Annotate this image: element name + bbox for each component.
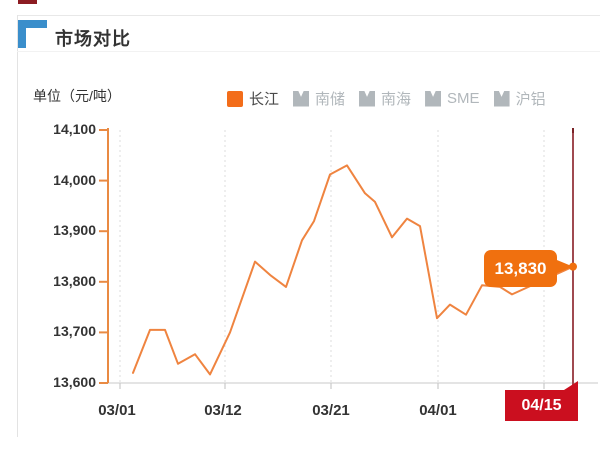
- top-edge-artifact: [18, 0, 37, 4]
- corner-bracket-icon: [18, 20, 26, 48]
- legend-bookmark-icon: [293, 90, 310, 107]
- corner-bracket-icon: [18, 20, 47, 28]
- current-date-marker: 04/15: [505, 381, 578, 421]
- x-axis-tick-label: 03/12: [204, 402, 242, 419]
- legend-item-changjiang[interactable]: 长江: [227, 88, 279, 109]
- y-axis-tick-label: 13,600: [53, 374, 96, 390]
- card-top-border: [17, 15, 600, 16]
- legend-swatch-orange-icon: [227, 90, 243, 107]
- y-axis-tick-label: 14,000: [53, 172, 96, 188]
- legend-item-nanhai[interactable]: 南海: [359, 88, 411, 109]
- y-axis-tick-label: 13,900: [53, 222, 96, 238]
- page-title: 市场对比: [55, 29, 131, 49]
- legend-label: 沪铝: [515, 91, 546, 108]
- legend-label: SME: [447, 90, 480, 107]
- y-axis-tick-label: 13,800: [53, 273, 96, 289]
- legend-item-sme[interactable]: SME: [425, 90, 480, 107]
- card-left-border: [17, 15, 18, 437]
- series-legend: 长江 南储 南海 SME 沪铝: [227, 88, 546, 109]
- legend-label: 南海: [381, 91, 412, 108]
- legend-bookmark-icon: [359, 90, 376, 107]
- unit-label: 单位（元/吨）: [33, 88, 121, 104]
- y-axis-tick-label: 13,700: [53, 323, 96, 339]
- legend-item-hulv[interactable]: 沪铝: [493, 88, 546, 109]
- legend-bookmark-icon: [493, 90, 510, 107]
- legend-label: 南储: [315, 91, 346, 108]
- x-axis-tick-label: 04/01: [419, 402, 457, 419]
- header-separator: [17, 51, 600, 52]
- x-axis-tick-label: 03/01: [98, 402, 136, 419]
- legend-item-nanchu[interactable]: 南储: [293, 88, 345, 109]
- y-axis-tick-label: 14,100: [53, 121, 96, 137]
- current-value-callout: 13,830: [484, 250, 557, 287]
- x-axis-tick-label: 03/21: [312, 402, 350, 419]
- legend-label: 长江: [249, 91, 280, 108]
- legend-bookmark-icon: [425, 90, 442, 107]
